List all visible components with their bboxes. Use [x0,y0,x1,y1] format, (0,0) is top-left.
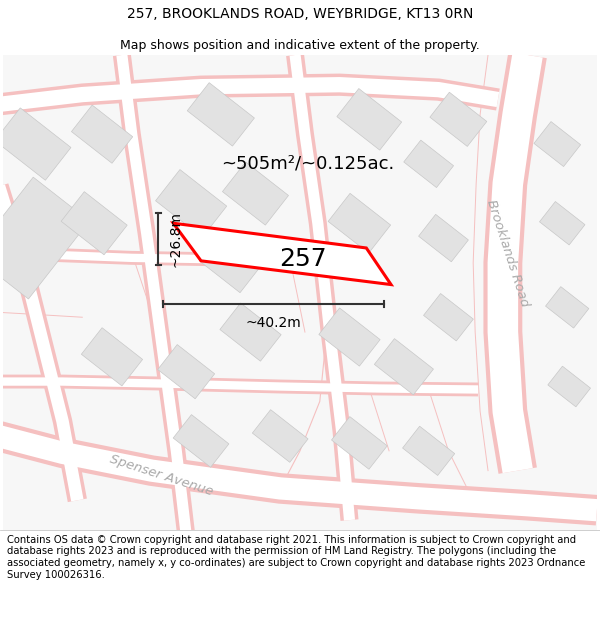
Text: ~40.2m: ~40.2m [246,316,302,330]
Text: Spenser Avenue: Spenser Avenue [108,452,215,499]
Polygon shape [374,339,433,395]
Polygon shape [0,108,71,180]
Polygon shape [220,303,281,361]
Polygon shape [424,294,473,341]
Polygon shape [548,366,590,407]
Polygon shape [71,105,133,163]
Polygon shape [404,140,454,188]
Polygon shape [337,89,401,150]
Text: ~26.8m: ~26.8m [169,211,182,267]
Polygon shape [82,328,143,386]
Polygon shape [332,417,387,469]
Polygon shape [158,344,215,399]
Polygon shape [253,409,308,462]
Text: Contains OS data © Crown copyright and database right 2021. This information is : Contains OS data © Crown copyright and d… [7,535,586,579]
Polygon shape [187,82,254,146]
Text: Map shows position and indicative extent of the property.: Map shows position and indicative extent… [120,39,480,52]
Polygon shape [0,177,89,299]
Text: 257: 257 [279,247,326,271]
Polygon shape [539,201,585,245]
Polygon shape [223,162,289,225]
Text: 257, BROOKLANDS ROAD, WEYBRIDGE, KT13 0RN: 257, BROOKLANDS ROAD, WEYBRIDGE, KT13 0R… [127,7,473,21]
Polygon shape [199,233,262,292]
Polygon shape [319,308,380,366]
Polygon shape [173,414,229,468]
Polygon shape [155,169,227,238]
Polygon shape [430,92,487,146]
Polygon shape [419,214,469,262]
Polygon shape [545,287,589,328]
Polygon shape [403,426,455,476]
Text: ~505m²/~0.125ac.: ~505m²/~0.125ac. [221,155,394,173]
Polygon shape [173,223,391,284]
Polygon shape [61,192,127,255]
Polygon shape [534,122,581,166]
Polygon shape [328,193,391,253]
Text: Brooklands Road: Brooklands Road [484,198,531,308]
